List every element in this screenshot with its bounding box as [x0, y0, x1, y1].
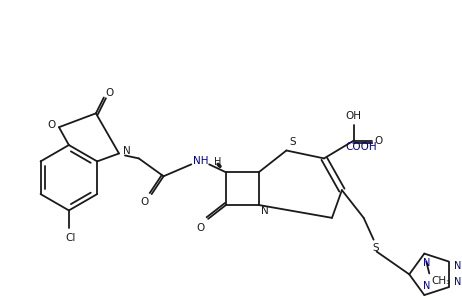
Text: O: O	[196, 223, 204, 233]
Text: Cl: Cl	[66, 233, 76, 243]
Text: N: N	[261, 206, 268, 216]
Text: O: O	[47, 120, 55, 130]
Text: N: N	[123, 147, 131, 156]
Text: H: H	[214, 157, 222, 167]
Text: N: N	[423, 257, 430, 268]
Text: S: S	[289, 137, 296, 147]
Text: S: S	[372, 242, 379, 253]
Text: N: N	[454, 261, 461, 271]
Text: NH: NH	[194, 156, 209, 166]
Text: COOH: COOH	[346, 141, 377, 152]
Text: OH: OH	[346, 111, 362, 121]
Text: N: N	[454, 277, 461, 287]
Text: N: N	[423, 281, 430, 291]
Text: O: O	[106, 88, 114, 97]
Text: O: O	[140, 197, 149, 207]
Text: O: O	[374, 135, 383, 146]
Text: CH₃: CH₃	[432, 276, 451, 286]
